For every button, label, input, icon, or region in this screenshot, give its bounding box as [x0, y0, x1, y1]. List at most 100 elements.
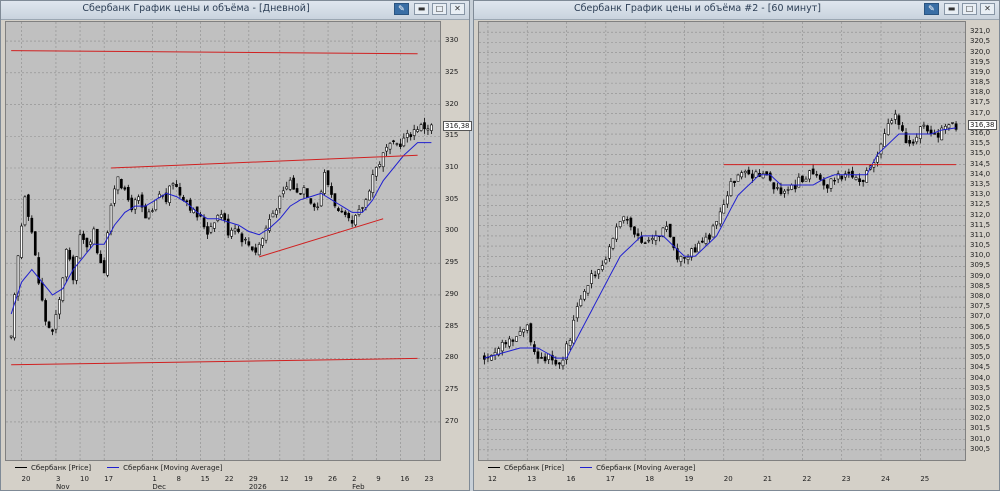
candle	[711, 223, 715, 238]
candle-body	[815, 174, 819, 176]
candle	[85, 237, 89, 253]
candle-body	[790, 184, 794, 190]
legend-label: Сбербанк [Moving Average]	[123, 463, 223, 472]
y-tick-label: 304,5	[970, 363, 991, 372]
candle-body	[361, 207, 364, 209]
candle	[826, 184, 829, 193]
x-tick-label: 23	[424, 475, 434, 483]
candle	[333, 193, 337, 209]
candle-body	[915, 136, 919, 143]
candle-body	[319, 191, 323, 207]
candle	[783, 189, 786, 198]
candle	[75, 256, 78, 285]
candle-body	[402, 137, 406, 147]
candle-body	[316, 206, 320, 208]
minimize-icon[interactable]: ▬	[944, 3, 959, 15]
candle	[399, 138, 402, 150]
candle	[801, 175, 804, 183]
candle	[604, 256, 608, 265]
candle-body	[890, 120, 894, 124]
candle-body	[388, 142, 392, 150]
pin-icon[interactable]: ✎	[394, 3, 409, 15]
candle	[743, 169, 747, 178]
candle-body	[185, 200, 189, 202]
candle-body	[622, 216, 626, 221]
candle	[337, 206, 340, 212]
maximize-icon[interactable]: □	[962, 3, 977, 15]
month-label: Feb	[352, 483, 365, 491]
candle-body	[209, 226, 213, 233]
candle	[808, 169, 811, 183]
candle-body	[940, 127, 944, 141]
candle-body	[399, 143, 402, 147]
candle-body	[504, 342, 508, 345]
candle-body	[254, 247, 258, 253]
candle-body	[9, 335, 13, 338]
candle-body	[883, 133, 886, 147]
minimize-icon[interactable]: ▬	[414, 3, 429, 15]
candle-body	[13, 294, 16, 339]
x-axis: 20 3 10 17 1 8 15 22 29 12 19 26 2 9 16 23 Nov Dec 2026 Feb	[5, 475, 441, 491]
candle-body	[572, 319, 576, 344]
y-tick-label: 300	[445, 226, 459, 235]
price-plot[interactable]	[5, 21, 441, 461]
maximize-icon[interactable]: □	[432, 3, 447, 15]
titlebar[interactable]: Сбербанк График цены и объёма - [Дневной…	[1, 1, 469, 20]
pin-icon[interactable]: ✎	[924, 3, 939, 15]
candle-body	[876, 156, 879, 163]
candle	[292, 175, 295, 190]
candle	[611, 237, 615, 251]
candle	[213, 222, 216, 232]
candle	[497, 346, 501, 357]
candle-body	[219, 214, 223, 218]
candle	[697, 240, 701, 253]
candle	[482, 352, 486, 365]
close-icon[interactable]: ✕	[980, 3, 995, 15]
y-tick-label: 320	[445, 99, 459, 108]
candle	[751, 169, 754, 183]
candle	[890, 118, 894, 125]
x-tick-label: 8	[176, 475, 181, 483]
candle-body	[672, 236, 676, 249]
window-title: Сбербанк График цены и объёма #2 - [60 м…	[574, 3, 821, 14]
candle	[515, 336, 518, 342]
candle	[419, 122, 423, 132]
x-tick-label: 22	[802, 475, 812, 483]
titlebar[interactable]: Сбербанк График цены и объёма #2 - [60 м…	[474, 1, 999, 20]
y-tick-label: 313,5	[970, 179, 991, 188]
candle-body	[230, 229, 233, 237]
candle-body	[776, 187, 779, 189]
candle-body	[116, 176, 120, 191]
candle	[216, 214, 220, 223]
candle-body	[378, 164, 382, 167]
candle	[340, 207, 344, 214]
candle	[704, 232, 708, 246]
candle	[405, 129, 409, 143]
candle	[99, 250, 103, 264]
candle-body	[213, 222, 216, 229]
candle	[829, 178, 833, 192]
candle	[929, 125, 933, 137]
candle	[295, 183, 299, 194]
candle-body	[343, 211, 347, 215]
candle-body	[933, 133, 936, 135]
candle-body	[583, 291, 586, 300]
candle	[654, 230, 658, 246]
candle	[543, 353, 547, 364]
candle	[302, 184, 306, 199]
close-icon[interactable]: ✕	[450, 3, 465, 15]
candle-body	[423, 122, 426, 130]
candle-body	[833, 179, 836, 182]
price-plot[interactable]	[478, 21, 966, 461]
candle-body	[95, 228, 99, 254]
candle-body	[754, 171, 758, 178]
candle-body	[416, 129, 419, 132]
chart-svg	[479, 22, 965, 460]
candle-body	[779, 187, 783, 195]
candle-body	[697, 242, 701, 253]
candle	[326, 170, 330, 188]
candle-body	[747, 169, 751, 175]
y-tick-label: 313,0	[970, 190, 991, 199]
candle-body	[333, 193, 337, 207]
legend-item-price: Сбербанк [Price]	[488, 464, 564, 472]
